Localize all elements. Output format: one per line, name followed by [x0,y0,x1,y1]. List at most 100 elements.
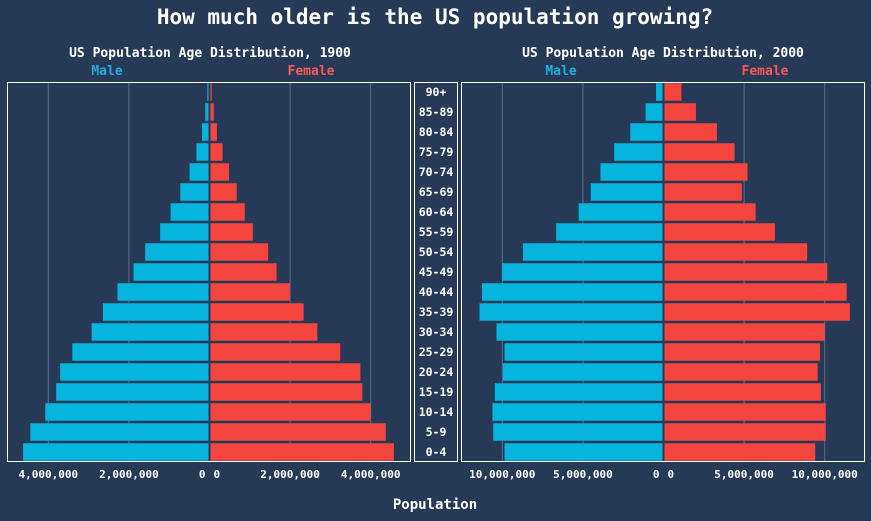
chart-2000-bar-female-70-74 [664,163,748,181]
chart-2000-tick-label: 10,000,000 [792,468,858,481]
chart-1900-bar-male-35-39 [102,303,209,321]
chart-1900-bar-female-60-64 [210,203,245,221]
chart-1900-tick-label: 4,000,000 [341,468,401,481]
chart-1900-bar-male-5-9 [30,423,209,441]
chart-1900-bar-male-75-79 [196,143,209,161]
chart-2000-tick-label: 5,000,000 [553,468,613,481]
age-label: 45-49 [419,265,454,279]
chart-2000-bar-male-55-59 [556,223,663,241]
chart-2000-bar-male-85-89 [645,103,663,121]
chart-1900-bar-female-45-49 [210,263,277,281]
chart-2000-bar-male-15-19 [494,383,663,401]
x-axis-title: Population [393,497,477,513]
chart-1900-tick-label: 2,000,000 [99,468,159,481]
chart-1900-tick-labels: 4,000,000 2,000,000 0 0 2,000,000 4,000,000 [18,468,400,481]
chart-1900-bar-female-50-54 [210,243,269,261]
chart-2000-bar-female-10-14 [664,403,826,421]
chart-2000-bar-male-10-14 [492,403,663,421]
chart-2000-bar-male-30-34 [496,323,663,341]
chart-2000-bar-female-0-4 [664,443,816,461]
chart-1900-bar-male-15-19 [56,383,209,401]
chart-2000-bar-female-75-79 [664,143,735,161]
age-group-labels: 0-4 5-9 10-14 15-19 20-24 25-29 30-34 35-39 40-4… [414,82,458,462]
chart-1900-bar-male-90+ [207,83,209,101]
chart-1900-bar-female-70-74 [210,163,230,181]
chart-1900-bar-male-0-4 [23,443,209,461]
chart-1900-bar-female-65-69 [210,183,237,201]
chart-2000-panel: 10,000,000 5,000,000 0 0 5,000,000 10,000,000 [461,82,865,481]
age-label: 40-44 [419,285,454,299]
chart-1900-bar-female-15-19 [210,383,363,401]
chart-2000-bar-male-40-44 [481,283,663,301]
chart-2000-tick-label: 5,000,000 [714,468,774,481]
age-label: 25-29 [419,345,454,359]
age-label: 30-34 [419,325,454,339]
chart-2000-tick-label: 10,000,000 [469,468,535,481]
chart-2000-bar-female-80-84 [664,123,717,141]
chart-2000-bar-female-25-29 [664,343,821,361]
age-label: 55-59 [419,225,454,239]
chart-2000-bar-female-35-39 [664,303,850,321]
chart-1900-bar-female-0-4 [210,443,394,461]
chart-1900-bar-female-5-9 [210,423,386,441]
chart-2000-bar-male-70-74 [600,163,663,181]
chart-2000-bar-male-45-49 [502,263,663,281]
chart-2000-title: US Population Age Distribution, 2000 [522,46,804,61]
chart-2000-bar-female-60-64 [664,203,756,221]
chart-2000-bar-female-50-54 [664,243,808,261]
chart-2000-bar-female-15-19 [664,383,821,401]
chart-1900-tick-label: 4,000,000 [18,468,78,481]
chart-2000-bar-male-35-39 [479,303,663,321]
chart-1900-bar-female-85-89 [210,103,214,121]
chart-1900-tick-label: 0 [199,468,206,481]
chart-2000-tick-label: 0 [668,468,675,481]
chart-1900-bar-male-20-24 [60,363,209,381]
chart-1900-title: US Population Age Distribution, 1900 [69,46,351,61]
chart-2000-bar-female-40-44 [664,283,847,301]
chart-1900-bar-male-10-14 [45,403,209,421]
chart-2000-legend-male: Male [545,64,576,79]
chart-2000-bar-male-80-84 [630,123,663,141]
chart-1900-legend-female: Female [288,64,335,79]
chart-1900-bar-male-70-74 [189,163,209,181]
chart-1900-bars [23,83,394,461]
chart-2000-bar-female-20-24 [664,363,818,381]
chart-1900-frame [7,82,411,462]
age-label: 15-19 [419,385,454,399]
chart-1900-panel: 4,000,000 2,000,000 0 0 2,000,000 4,000,000 [7,82,411,481]
chart-1900-bar-female-75-79 [210,143,223,161]
age-label: 70-74 [419,165,454,179]
chart-2000-bar-male-50-54 [523,243,663,261]
chart-1900-bar-male-45-49 [133,263,209,281]
age-label: 65-69 [419,185,454,199]
chart-2000-bar-female-85-89 [664,103,696,121]
age-label: 10-14 [419,405,454,419]
chart-2000-bar-male-90+ [656,83,663,101]
chart-2000-bar-male-75-79 [614,143,663,161]
age-label: 5-9 [426,425,447,439]
chart-2000-bar-male-0-4 [504,443,663,461]
chart-1900-bar-female-35-39 [210,303,304,321]
chart-2000-bar-male-5-9 [493,423,663,441]
chart-1900-bar-male-25-29 [72,343,209,361]
age-labels-frame [414,82,458,462]
chart-1900-bar-male-85-89 [205,103,209,121]
age-label: 0-4 [426,445,447,459]
chart-2000-bars [479,83,850,461]
chart-1900-bar-female-90+ [210,83,212,101]
chart-2000-bar-male-20-24 [502,363,663,381]
age-label: 80-84 [419,125,454,139]
chart-2000-bar-female-65-69 [664,183,742,201]
chart-2000-tick-label: 0 [653,468,660,481]
chart-1900-bar-female-55-59 [210,223,253,241]
chart-2000-bar-male-25-29 [504,343,663,361]
age-label: 20-24 [419,365,454,379]
chart-1900-bar-male-40-44 [117,283,209,301]
chart-1900-bar-female-80-84 [210,123,217,141]
chart-1900-bar-male-60-64 [170,203,209,221]
chart-1900-legend-male: Male [91,64,122,79]
chart-2000-frame [461,82,865,462]
chart-1900-bar-male-55-59 [160,223,209,241]
